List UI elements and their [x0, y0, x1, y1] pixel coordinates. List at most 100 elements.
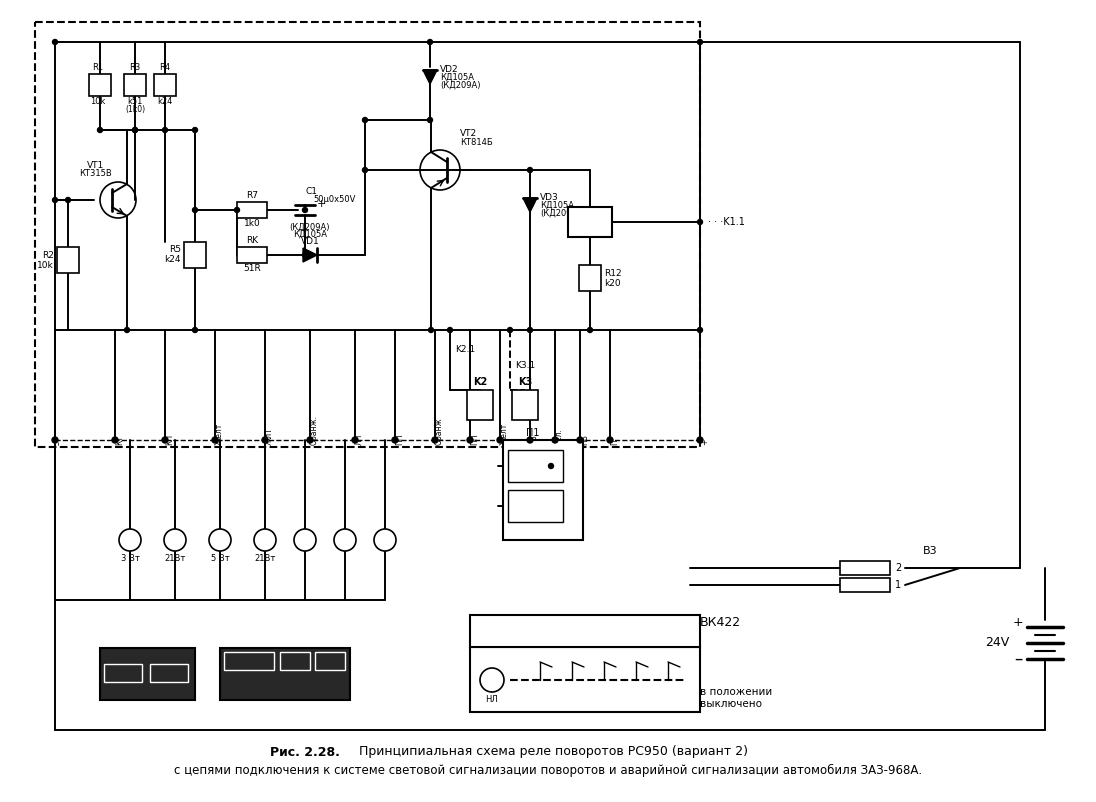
Bar	[509, 490, 563, 522]
Bar	[124, 74, 146, 96]
Text: 24V: 24V	[984, 635, 1009, 649]
Circle shape	[125, 327, 129, 333]
Circle shape	[302, 253, 308, 257]
Text: +: +	[292, 692, 298, 701]
Circle shape	[374, 529, 396, 551]
Text: 51R: 51R	[243, 264, 261, 273]
Circle shape	[254, 529, 276, 551]
Text: П: П	[327, 692, 333, 701]
Text: ЛП: ЛП	[117, 692, 128, 701]
Text: КТ: КТ	[326, 658, 335, 666]
Text: k51: k51	[127, 97, 142, 106]
Text: ВК422: ВК422	[700, 617, 741, 630]
Text: Лев.: Лев.	[517, 501, 538, 511]
Circle shape	[392, 437, 398, 443]
Circle shape	[209, 529, 231, 551]
Circle shape	[447, 327, 453, 333]
Circle shape	[363, 168, 367, 172]
Text: K1: K1	[582, 217, 598, 227]
Bar	[150, 664, 189, 682]
Text: 10k: 10k	[37, 261, 54, 269]
Circle shape	[302, 208, 308, 213]
Circle shape	[427, 39, 433, 44]
Circle shape	[235, 208, 240, 213]
Text: 3: 3	[659, 626, 665, 636]
Text: В3: В3	[923, 546, 937, 556]
Circle shape	[334, 529, 356, 551]
Circle shape	[262, 437, 269, 443]
Circle shape	[193, 208, 197, 213]
Bar	[89, 74, 111, 96]
Text: 21Вт: 21Вт	[164, 554, 185, 563]
Circle shape	[307, 437, 313, 443]
Text: R3: R3	[129, 63, 140, 72]
Circle shape	[527, 168, 533, 172]
Circle shape	[587, 327, 593, 333]
Circle shape	[162, 437, 168, 443]
Text: Жёлт: Жёлт	[215, 423, 224, 445]
Circle shape	[133, 128, 137, 132]
Circle shape	[697, 327, 703, 333]
Text: (1k0): (1k0)	[125, 105, 145, 114]
Circle shape	[552, 437, 558, 443]
Circle shape	[427, 118, 433, 123]
Circle shape	[119, 529, 141, 551]
Text: ПП: ПП	[470, 434, 479, 445]
Text: КД105А: КД105А	[439, 72, 473, 82]
Text: 21Вт: 21Вт	[254, 554, 276, 563]
Text: КТ315В: КТ315В	[80, 169, 113, 178]
Text: K2.1: K2.1	[455, 346, 476, 354]
Text: R2: R2	[42, 250, 54, 260]
Circle shape	[607, 437, 613, 443]
Circle shape	[507, 327, 513, 333]
Bar	[568, 207, 612, 237]
Text: k24: k24	[158, 97, 173, 106]
Bar	[509, 450, 563, 482]
Text: 2: 2	[895, 563, 901, 573]
Circle shape	[697, 39, 703, 44]
Bar	[220, 648, 350, 700]
Circle shape	[429, 327, 434, 333]
Text: Жёлт: Жёлт	[500, 423, 509, 445]
Text: 1: 1	[895, 580, 901, 590]
Text: C1: C1	[305, 188, 317, 196]
Text: П1: П1	[526, 428, 539, 438]
Text: RK: RK	[246, 236, 258, 245]
Circle shape	[697, 220, 703, 225]
Circle shape	[467, 437, 473, 443]
Text: 10k: 10k	[90, 97, 105, 106]
Text: –: –	[1015, 650, 1023, 668]
Bar	[155, 74, 176, 96]
Circle shape	[352, 437, 358, 443]
Bar	[470, 647, 700, 712]
Bar	[224, 652, 274, 670]
Text: КД105А: КД105А	[540, 200, 574, 209]
Circle shape	[432, 437, 438, 443]
Text: ПТ: ПТ	[230, 658, 240, 666]
Text: +: +	[1013, 617, 1023, 630]
Text: 7: 7	[684, 626, 690, 636]
Text: K3: K3	[518, 377, 533, 387]
Text: КТ814Б: КТ814Б	[460, 138, 493, 147]
Polygon shape	[523, 198, 537, 212]
Text: КП: КП	[165, 434, 174, 445]
Text: Оранж: Оранж	[435, 417, 444, 445]
Circle shape	[496, 437, 503, 443]
Text: выключено: выключено	[700, 699, 762, 709]
Text: с цепями подключения к системе световой сигнализации поворотов и аварийной сигна: с цепями подключения к системе световой …	[174, 764, 922, 776]
Circle shape	[363, 118, 367, 123]
Text: ТТ: ТТ	[290, 658, 299, 666]
Circle shape	[53, 197, 57, 202]
Text: · · ·K1.1: · · ·K1.1	[708, 217, 745, 227]
Text: R4: R4	[159, 63, 171, 72]
Text: ПП: ПП	[395, 434, 404, 445]
Text: КД105А: КД105А	[293, 230, 327, 239]
Bar	[840, 578, 890, 592]
Text: k24: k24	[164, 256, 181, 265]
Circle shape	[66, 197, 70, 202]
Circle shape	[527, 437, 533, 443]
Circle shape	[162, 128, 168, 132]
Text: R12: R12	[604, 269, 621, 277]
Text: VD2: VD2	[439, 64, 458, 74]
Circle shape	[576, 437, 583, 443]
